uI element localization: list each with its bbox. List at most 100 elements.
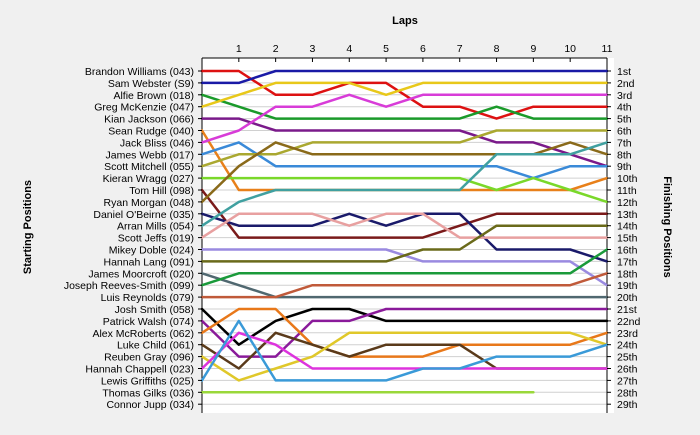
starting-position-label: Jack Bliss (046) [120,137,194,149]
finishing-position-label: 13th [617,209,638,221]
series-line [200,319,609,382]
finishing-position-label: 9th [617,161,632,173]
finishing-position-label: 28th [617,387,638,399]
finishing-position-label: 18th [617,268,638,280]
series-line [200,331,609,370]
finishing-position-label: 3rd [617,90,632,102]
x-tick-label: 5 [383,43,389,55]
x-tick-label: 8 [494,43,500,55]
starting-position-label: Thomas Gilks (036) [102,387,194,399]
starting-position-label: Patrick Walsh (074) [103,316,194,328]
finishing-position-label: 7th [617,137,632,149]
finishing-position-label: 2nd [617,78,635,90]
x-tick-label: 7 [457,43,463,55]
starting-position-label: Tom Hill (098) [129,185,194,197]
series-line [200,129,609,168]
starting-position-label: Alex McRoberts (062) [92,328,194,340]
x-tick-label: 9 [530,43,536,55]
starting-position-label: Kian Jackson (066) [104,114,194,126]
series-line [200,307,609,358]
right-axis-label: Finishing Positions [661,176,673,277]
starting-position-label: Arran Mills (054) [117,221,194,233]
finishing-position-label: 15th [617,233,638,245]
finishing-position-labels: 1st2nd3rd4th5th6th7th8th9th10th11th12th1… [617,66,641,411]
starting-position-label: Ryan Morgan (048) [104,197,194,209]
starting-position-label: James Moorcroft (020) [88,268,194,280]
starting-position-label: Scott Jeffs (019) [118,233,194,245]
x-tick-label: 11 [602,43,613,55]
x-axis-label: Laps [392,15,418,27]
x-tick-label: 6 [420,43,426,55]
series-line [200,141,609,227]
finishing-position-label: 16th [617,245,638,257]
series-line [200,272,609,299]
x-axis-ticks: 1 2 3 4 5 6 7 8 9 10 11 [198,43,613,405]
series-line [200,212,609,239]
starting-position-label: Sean Rudge (040) [108,126,194,138]
finishing-position-label: 5th [617,114,632,126]
series-lines [200,69,609,394]
series-line [200,69,609,85]
series-line [200,307,609,358]
starting-position-labels: Brandon Williams (043)Sam Webster (S9)Al… [64,66,194,411]
series-line [200,188,609,239]
finishing-position-label: 19th [617,280,638,292]
left-axis-label: Starting Positions [22,180,34,274]
series-line [200,93,609,144]
starting-position-label: Josh Smith (058) [115,304,194,316]
starting-position-label: Luke Child (061) [117,340,194,352]
x-tick-label: 2 [273,43,279,55]
starting-position-label: Hannah Lang (091) [104,256,195,268]
series-line [200,212,609,263]
starting-position-label: James Webb (017) [105,149,194,161]
starting-position-label: Greg McKenzie (047) [94,102,194,114]
series-line [200,69,609,120]
starting-position-label: Alfie Brown (018) [113,90,194,102]
finishing-position-label: 27th [617,375,638,387]
starting-position-label: Scott Mitchell (055) [104,161,194,173]
series-line [200,93,609,120]
x-tick-label: 10 [564,43,576,55]
finishing-position-label: 11th [617,185,637,197]
starting-position-label: Lewis Griffiths (025) [101,375,194,387]
starting-position-label: Daniel O'Beirne (035) [93,209,194,221]
starting-position-label: Sam Webster (S9) [108,78,194,90]
finishing-position-label: 20th [617,292,638,304]
finishing-position-label: 23rd [617,328,638,340]
starting-position-label: Mikey Doble (024) [109,245,194,257]
finishing-position-label: 17th [617,256,638,268]
starting-position-label: Kieran Wragg (027) [103,173,194,185]
series-line [200,272,609,299]
finishing-position-label: 21st [617,304,637,316]
finishing-position-label: 8th [617,149,632,161]
starting-position-label: Joseph Reeves-Smith (099) [64,280,194,292]
series-line [200,117,609,168]
x-tick-label: 1 [236,43,242,55]
series-line [200,141,609,204]
series-line [200,176,609,204]
starting-position-label: Connor Jupp (034) [106,399,194,411]
series-line [200,81,609,108]
finishing-position-label: 26th [617,364,638,376]
series-line [200,141,609,180]
x-tick-label: 3 [310,43,316,55]
finishing-position-label: 14th [617,221,638,233]
x-tick-label: 4 [346,43,352,55]
finishing-position-label: 29th [617,399,638,411]
series-line [200,224,609,263]
series-line [200,307,609,346]
series-line [200,248,609,287]
finishing-position-label: 10th [617,173,638,185]
starting-position-label: Brandon Williams (043) [85,66,194,78]
finishing-position-label: 24th [617,340,638,352]
finishing-position-label: 6th [617,126,632,138]
finishing-position-label: 25th [617,352,638,364]
starting-position-label: Luis Reynolds (079) [101,292,194,304]
finishing-position-label: 4th [617,102,632,114]
finishing-position-label: 1st [617,66,631,78]
starting-position-label: Reuben Gray (096) [104,352,194,364]
starting-position-label: Hannah Chappell (023) [85,364,194,376]
finishing-position-label: 12th [617,197,638,209]
finishing-position-label: 22nd [617,316,641,328]
